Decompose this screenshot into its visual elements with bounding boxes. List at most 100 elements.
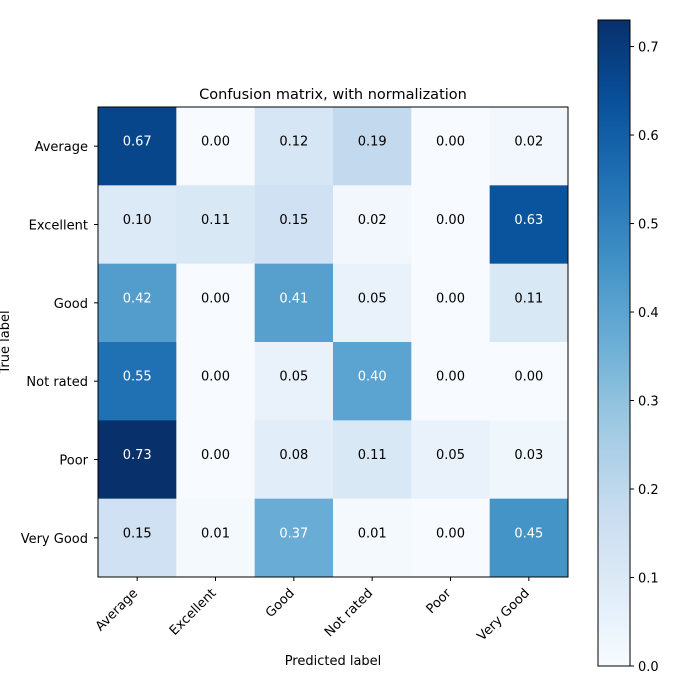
cell-value-label: 0.67 [123, 135, 152, 150]
heatmap-cell [176, 420, 255, 499]
heatmap-cell [489, 185, 569, 264]
cell-value-label: 0.05 [279, 370, 308, 385]
cell-value-label: 0.11 [514, 291, 543, 306]
y-axis-label: True label [0, 310, 13, 374]
heatmap-cell [98, 420, 177, 499]
colorbar-tick-label: 0.7 [638, 41, 659, 56]
cell-value-label: 0.00 [514, 370, 543, 385]
heatmap-cell [176, 342, 255, 421]
cell-value-label: 0.00 [201, 448, 230, 463]
heatmap-cell [176, 263, 255, 343]
x-axis-label: Predicted label [285, 654, 382, 669]
heatmap-cell [333, 185, 412, 264]
colorbar-tick-label: 0.4 [638, 306, 659, 321]
cell-value-label: 0.01 [201, 526, 230, 541]
colorbar-tick-label: 0.1 [638, 572, 659, 587]
cell-value-label: 0.03 [514, 448, 543, 463]
cell-value-label: 0.15 [123, 526, 152, 541]
cell-value-label: 0.02 [358, 213, 387, 228]
heatmap-cell [489, 498, 569, 578]
cell-value-label: 0.00 [436, 526, 465, 541]
heatmap-cell [489, 107, 569, 186]
cell-value-label: 0.19 [358, 135, 387, 150]
cell-value-label: 0.01 [358, 526, 387, 541]
cell-value-label: 0.42 [123, 291, 152, 306]
y-axis-ticks: Average Excellent Good Not rated Poor Very Go… [21, 140, 98, 547]
cell-value-label: 0.00 [436, 291, 465, 306]
x-tick-label: Not rated [322, 586, 376, 640]
x-tick-label: Poor [424, 586, 455, 617]
x-axis-ticks: Average Excellent Good Not rated Poor Very Go… [93, 577, 533, 644]
heatmap-cell [333, 420, 412, 499]
heatmap-cell [489, 263, 569, 343]
heatmap-cell [98, 185, 177, 264]
cell-value-label: 0.05 [436, 448, 465, 463]
cell-value-label: 0.15 [279, 213, 308, 228]
cell-value-label: 0.11 [358, 448, 387, 463]
cell-value-label: 0.10 [123, 213, 152, 228]
cell-value-label: 0.73 [123, 448, 152, 463]
heatmap-cell [333, 342, 412, 421]
cell-value-label: 0.40 [358, 370, 387, 385]
heatmap-cell [489, 420, 569, 499]
heatmap-cell [411, 263, 490, 343]
cell-value-label: 0.08 [279, 448, 308, 463]
heatmap-cell [411, 420, 490, 499]
heatmap-cell [98, 498, 177, 578]
colorbar [597, 19, 631, 667]
heatmap-cell [98, 342, 177, 421]
heatmap-cell [176, 498, 255, 578]
heatmap-cell [254, 185, 334, 264]
colorbar-tick-label: 0.0 [638, 660, 659, 675]
chart-title: Confusion matrix, with normalization [199, 87, 467, 103]
heatmap-cell [254, 107, 334, 186]
colorbar-tick-label: 0.6 [638, 129, 659, 144]
cell-value-label: 0.11 [201, 213, 230, 228]
heatmap-cell [98, 107, 177, 186]
x-tick-label: Good [263, 586, 298, 621]
heatmap-cell [411, 342, 490, 421]
plot-frame [97, 106, 569, 578]
colorbar-ticks: 0.0 0.1 0.2 0.3 0.4 0.5 0.6 0.7 [630, 41, 659, 675]
heatmap-cell [176, 185, 255, 264]
heatmap-cell [333, 263, 412, 343]
heatmap-cell [411, 498, 490, 578]
cell-value-label: 0.41 [279, 291, 308, 306]
cell-value-label: 0.37 [279, 526, 308, 541]
cell-value-label: 0.55 [123, 370, 152, 385]
heatmap-cell [333, 107, 412, 186]
y-tick-label: Average [35, 140, 88, 155]
heatmap-cell [98, 263, 177, 343]
x-tick-label: Excellent [167, 586, 220, 639]
heatmap-cell [176, 107, 255, 186]
x-tick-label: Very Good [475, 586, 533, 644]
cell-value-labels: 0.67 0.00 0.12 0.19 0.00 0.02 0.10 0.11 0.15 0.02… [123, 135, 544, 542]
cell-value-label: 0.00 [201, 135, 230, 150]
y-tick-label: Poor [59, 454, 88, 469]
cell-value-label: 0.00 [201, 291, 230, 306]
heatmap-cell [333, 498, 412, 578]
cell-value-label: 0.00 [436, 213, 465, 228]
cell-value-label: 0.00 [436, 370, 465, 385]
heatmap-cell [489, 342, 569, 421]
heatmap-cell [254, 420, 334, 499]
heatmap-cell [254, 342, 334, 421]
y-tick-label: Not rated [26, 375, 88, 390]
cell-value-label: 0.05 [358, 291, 387, 306]
heatmap-cells [98, 107, 569, 578]
cell-value-label: 0.02 [514, 135, 543, 150]
cell-value-label: 0.45 [514, 526, 543, 541]
cell-value-label: 0.12 [279, 135, 308, 150]
cell-value-label: 0.63 [514, 213, 543, 228]
colorbar-tick-label: 0.5 [638, 218, 659, 233]
colorbar-tick-label: 0.3 [638, 395, 659, 410]
colorbar-tick-label: 0.2 [638, 483, 659, 498]
x-tick-label: Average [93, 586, 141, 634]
heatmap-cell [254, 498, 334, 578]
y-tick-label: Good [54, 297, 88, 312]
cell-value-label: 0.00 [201, 370, 230, 385]
y-tick-label: Excellent [29, 219, 88, 234]
heatmap-cell [254, 263, 334, 343]
heatmap-cell [411, 107, 490, 186]
